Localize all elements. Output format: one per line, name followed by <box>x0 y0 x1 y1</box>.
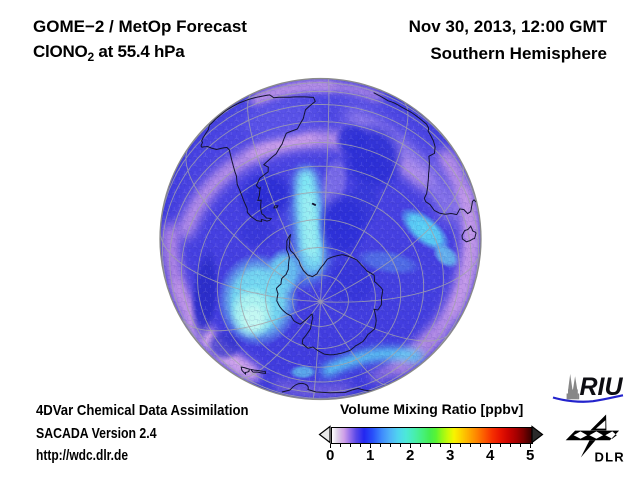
svg-text:DLR: DLR <box>595 450 625 465</box>
